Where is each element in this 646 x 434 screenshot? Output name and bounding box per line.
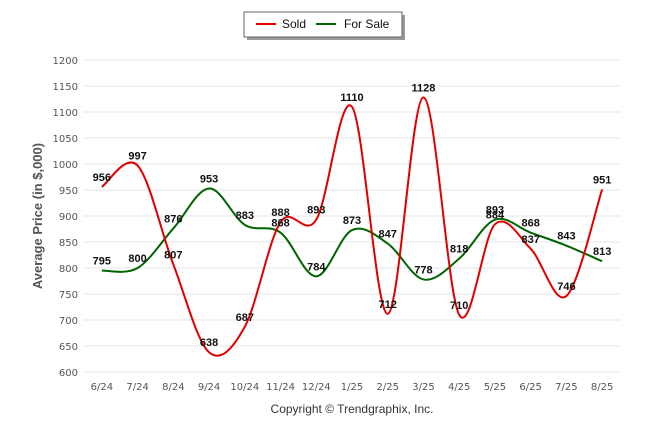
data-label-for-sale: 868	[271, 218, 289, 230]
data-label-sold: 884	[486, 209, 505, 221]
x-tick-label: 6/25	[519, 382, 541, 393]
data-label-for-sale: 795	[93, 256, 111, 268]
data-labels: 956 997 807 638 687 888 893 1110 712 1128 710 884 83…	[93, 82, 612, 349]
y-tick-label: 850	[59, 238, 78, 249]
data-label-sold: 997	[128, 151, 146, 163]
series-line-for-sale	[101, 187, 603, 281]
x-tick-label: 7/25	[555, 382, 577, 393]
y-tick-label: 950	[59, 186, 78, 197]
data-label-sold: 1110	[340, 92, 363, 104]
x-tick-label: 2/25	[376, 382, 398, 393]
data-label-for-sale: 893	[486, 205, 504, 217]
y-tick-label: 1200	[53, 56, 78, 67]
data-label-sold: 893	[307, 205, 325, 217]
series-lines	[101, 96, 604, 357]
data-label-for-sale: 800	[128, 253, 146, 265]
x-tick-label: 11/24	[266, 382, 295, 393]
x-tick-label: 1/25	[341, 382, 363, 393]
data-label-for-sale: 813	[593, 246, 611, 258]
data-label-for-sale: 847	[379, 229, 397, 241]
x-tick-label: 7/24	[126, 382, 148, 393]
x-tick-label: 5/25	[484, 382, 506, 393]
legend-label-sold: Sold	[282, 17, 306, 31]
x-tick-label: 3/25	[412, 382, 434, 393]
data-label-for-sale: 953	[200, 173, 218, 185]
data-label-sold: 1128	[412, 82, 436, 94]
data-label-sold: 638	[200, 337, 218, 349]
x-tick-label: 10/24	[230, 382, 259, 393]
y-tick-label: 650	[59, 342, 78, 353]
data-label-sold: 687	[236, 312, 254, 324]
y-tick-label: 700	[59, 316, 78, 327]
y-tick-label: 800	[59, 264, 78, 275]
data-label-sold: 710	[450, 300, 468, 312]
y-tick-label: 900	[59, 212, 78, 223]
x-tick-label: 6/24	[91, 382, 113, 393]
x-tick-label: 9/24	[198, 382, 220, 393]
x-tick-label: 4/25	[448, 382, 470, 393]
y-tick-label: 750	[59, 290, 78, 301]
y-axis-ticks: 600 650 700 750 800 850 900 950 1000 1050 1100 1150…	[53, 56, 78, 379]
data-label-for-sale: 778	[414, 264, 432, 276]
data-label-for-sale: 873	[343, 215, 361, 227]
data-label-sold: 956	[93, 172, 111, 184]
data-label-for-sale: 843	[557, 231, 575, 243]
data-label-for-sale: 868	[521, 218, 539, 230]
x-tick-label: 12/24	[302, 382, 331, 393]
y-tick-label: 1050	[53, 134, 78, 145]
legend-label-for-sale: For Sale	[344, 17, 390, 31]
grid-lines	[84, 59, 620, 373]
x-tick-label: 8/24	[162, 382, 184, 393]
data-label-for-sale: 883	[236, 210, 254, 222]
data-label-sold: 888	[271, 207, 289, 219]
series-line-sold	[101, 96, 604, 357]
data-label-for-sale: 784	[307, 261, 326, 273]
data-label-sold: 951	[593, 174, 611, 186]
data-label-for-sale: 876	[164, 213, 182, 225]
y-tick-label: 1150	[53, 82, 78, 93]
y-tick-label: 1100	[53, 108, 78, 119]
data-label-sold: 712	[379, 299, 397, 311]
data-label-sold: 746	[557, 281, 575, 293]
copyright-footer: Copyright © Trendgraphix, Inc.	[271, 402, 434, 416]
data-label-for-sale: 818	[450, 244, 468, 256]
data-label-sold: 807	[164, 249, 182, 261]
x-tick-label: 8/25	[591, 382, 613, 393]
y-tick-label: 1000	[53, 160, 78, 171]
y-tick-label: 600	[59, 368, 78, 379]
data-label-sold: 837	[521, 234, 539, 246]
legend: Sold For Sale	[243, 11, 405, 40]
y-axis-title: Average Price (in $,000)	[30, 143, 45, 289]
x-axis-ticks: 6/24 7/24 8/24 9/24 10/24 11/24 12/24 1/25 2/25 3…	[91, 382, 614, 393]
